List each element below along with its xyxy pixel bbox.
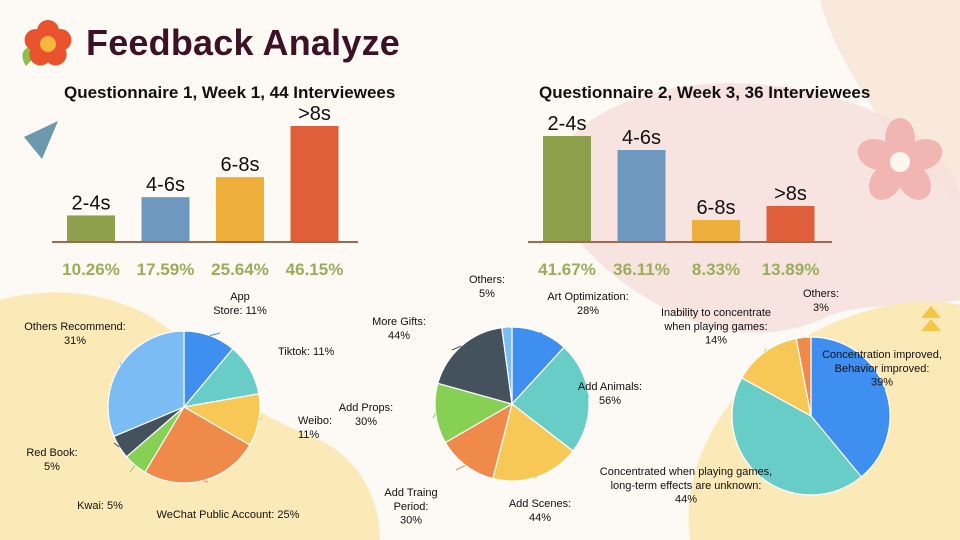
pie-2-leader-3 bbox=[533, 476, 538, 479]
bar-1-3-category-label: 6-8s bbox=[221, 154, 260, 176]
pie-3-slice-4 bbox=[795, 336, 812, 417]
pie-1-leader-3 bbox=[258, 417, 263, 421]
pie-2-leader-1 bbox=[539, 331, 544, 336]
pie-2-label-1: Art Optimization: 28% bbox=[547, 291, 628, 317]
pie-2-label-4: Add Traing Period: 30% bbox=[384, 487, 437, 527]
pie-3-slice-2 bbox=[731, 377, 863, 496]
bar-1-1 bbox=[67, 215, 115, 241]
pie-1-leader-2 bbox=[247, 368, 251, 371]
pie-2-label-2: Add Animals: 56% bbox=[578, 381, 642, 407]
pie-1-label-2: Tiktok: 11% bbox=[278, 346, 334, 358]
triangle-icon bbox=[24, 121, 58, 159]
pie-2-slice-6 bbox=[437, 327, 513, 405]
chart-1-title: Questionnaire 1, Week 1, 44 Interviewees bbox=[64, 83, 396, 102]
pie-2-slice-2 bbox=[511, 346, 590, 452]
bar-2-2-value-label: 36.11% bbox=[613, 260, 670, 279]
bar-2-4-value-label: 13.89% bbox=[762, 260, 820, 279]
pie-2-label-6: More Gifts: 44% bbox=[372, 316, 426, 342]
bar-2-1-category-label: 2-4s bbox=[548, 113, 587, 135]
pie-2-label-5: Add Props: 30% bbox=[339, 402, 393, 428]
bar-2-3-category-label: 6-8s bbox=[697, 197, 736, 219]
bar-2-2-category-label: 4-6s bbox=[622, 127, 661, 149]
bar-2-3-value-label: 8.33% bbox=[692, 260, 740, 279]
pie-3-label-1: Concentration improved, Behavior improved… bbox=[822, 349, 942, 389]
pie-2-leader-2 bbox=[583, 383, 590, 398]
pie-2-leader-6 bbox=[451, 345, 462, 351]
pie-3-label-2: Concentrated when playing games, long-ter… bbox=[600, 466, 772, 506]
pink-flower-icon bbox=[857, 118, 943, 200]
bar-2-4 bbox=[766, 206, 815, 241]
bar-2-2 bbox=[617, 150, 666, 241]
pie-2-label-3: Add Scenes: 44% bbox=[509, 498, 571, 524]
pink-blob-right bbox=[556, 83, 960, 333]
pie-3-leader-2 bbox=[759, 469, 762, 477]
pie-2-label-7: Others: 5% bbox=[469, 274, 505, 300]
pie-1-label-7: Others Recommend: 31% bbox=[24, 321, 125, 347]
pie-3-label-4: Others: 3% bbox=[803, 288, 839, 314]
chart-2-title: Questionnaire 2, Week 3, 36 Interviewees bbox=[539, 83, 871, 102]
pie-3-leader-3 bbox=[764, 347, 767, 353]
pie-1-leader-6 bbox=[113, 442, 120, 448]
pie-1-slice-7 bbox=[107, 330, 185, 438]
pie-1-leader-7 bbox=[119, 361, 122, 366]
bar-1-3-value-label: 25.64% bbox=[211, 260, 269, 279]
pie-1-label-5: Kwai: 5% bbox=[77, 500, 123, 512]
bar-2-1-value-label: 41.67% bbox=[538, 260, 596, 279]
pie-2-leader-7 bbox=[506, 326, 509, 330]
bar-1-2 bbox=[141, 197, 190, 241]
pie-1-label-4: WeChat Public Account: 25% bbox=[157, 509, 300, 521]
pie-1-slice-4 bbox=[144, 406, 251, 484]
bar-2-4-category-label: >8s bbox=[774, 183, 807, 205]
pie-1-label-6: Red Book: 5% bbox=[26, 447, 77, 473]
pie-2-leader-4 bbox=[455, 464, 466, 471]
bar-2-3 bbox=[692, 220, 740, 241]
bar-1-4-category-label: >8s bbox=[298, 103, 331, 125]
bar-1-1-value-label: 10.26% bbox=[62, 260, 120, 279]
pie-1-leader-1 bbox=[209, 332, 221, 337]
bar-1-2-category-label: 4-6s bbox=[146, 174, 185, 196]
bar-1-4 bbox=[290, 126, 339, 241]
pie-2-slice-3 bbox=[492, 402, 574, 482]
flower-icon bbox=[22, 20, 72, 66]
bar-2-1 bbox=[543, 136, 591, 241]
bar-1-3 bbox=[216, 177, 264, 241]
bar-1-1-category-label: 2-4s bbox=[72, 192, 111, 214]
pie-1-label-3: Weibo: 11% bbox=[298, 415, 332, 441]
page-title: Feedback Analyze bbox=[86, 22, 400, 63]
pie-1-leader-5 bbox=[129, 464, 136, 473]
pie-1-label-1: App Store: 11% bbox=[213, 291, 267, 317]
pie-3-label-3: Inability to concentrate when playing gam… bbox=[661, 307, 771, 347]
pie-2-slice-5 bbox=[434, 382, 514, 444]
double-chevron-icon bbox=[921, 306, 941, 331]
pie-2-leader-5 bbox=[432, 413, 437, 419]
bar-1-4-value-label: 46.15% bbox=[286, 260, 344, 279]
bar-1-2-value-label: 17.59% bbox=[137, 260, 195, 279]
pie-1-leader-4 bbox=[202, 480, 209, 483]
pie-3-leader-1 bbox=[879, 383, 886, 390]
pie-2-slice-4 bbox=[444, 402, 513, 480]
